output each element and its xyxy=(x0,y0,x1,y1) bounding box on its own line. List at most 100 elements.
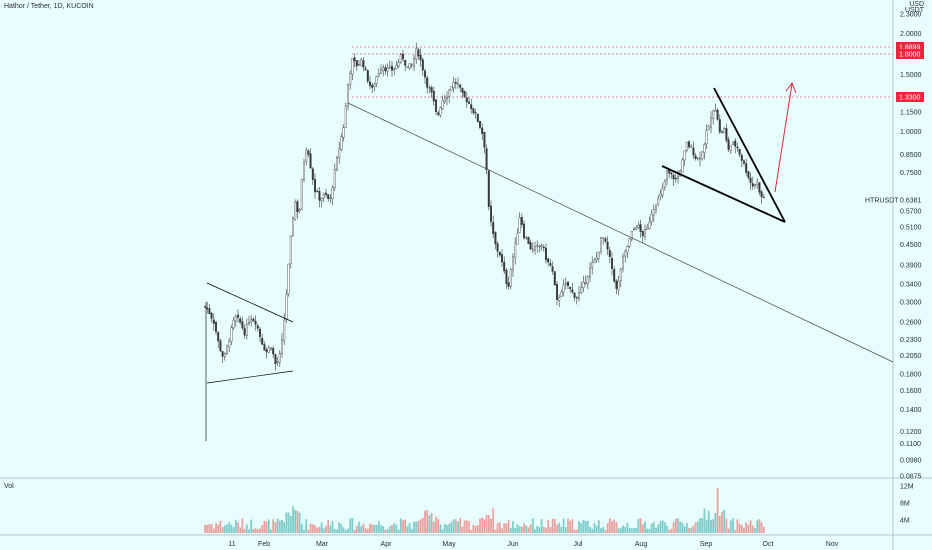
candle-body xyxy=(265,349,268,352)
volume-bar xyxy=(388,526,391,533)
candle-body xyxy=(417,49,420,57)
candle-body xyxy=(540,245,543,248)
volume-bar xyxy=(553,518,556,533)
candle-body xyxy=(446,96,449,99)
volume-bar xyxy=(699,518,701,533)
candle-body xyxy=(353,57,356,61)
y-tick-label: 2.0000 xyxy=(900,31,922,38)
candle-body xyxy=(254,320,257,325)
candle-body xyxy=(468,101,471,104)
price-level-value: 1.3300 xyxy=(899,95,921,102)
volume-bar xyxy=(734,529,737,533)
volume-bar xyxy=(285,512,288,533)
volume-bar xyxy=(256,529,259,533)
volume-bar xyxy=(360,526,363,533)
volume-bar xyxy=(716,488,719,533)
volume-bar xyxy=(707,510,710,533)
candle-body xyxy=(626,246,629,253)
volume-bar xyxy=(756,520,759,533)
volume-bar xyxy=(584,520,587,533)
x-tick-label: Nov xyxy=(826,541,839,548)
candle-body xyxy=(619,269,622,281)
candle-body xyxy=(591,262,594,268)
x-tick-label: Mar xyxy=(316,541,329,548)
candle-body xyxy=(531,248,534,251)
volume-bar xyxy=(441,529,444,533)
volume-bar xyxy=(439,524,442,533)
candle-body xyxy=(586,276,589,284)
candle-body xyxy=(461,87,464,93)
volume-bar xyxy=(481,517,484,533)
volume-bar xyxy=(630,528,633,533)
volume-bar xyxy=(300,524,303,533)
volume-bar xyxy=(628,527,631,533)
y-tick-label: 0.3400 xyxy=(900,282,922,289)
candle-body xyxy=(615,280,618,289)
volume-bar xyxy=(701,518,704,533)
volume-bar xyxy=(281,520,283,533)
candle-body xyxy=(703,144,706,153)
volume-bar xyxy=(380,525,382,533)
candle-body xyxy=(450,86,453,91)
volume-bar xyxy=(384,529,387,533)
volume-bar xyxy=(639,518,642,533)
volume-bar xyxy=(254,528,257,533)
candle-body xyxy=(483,132,486,148)
volume-bar xyxy=(421,517,424,533)
volume-bar xyxy=(672,522,675,533)
candle-body xyxy=(225,345,228,354)
volume-bar xyxy=(650,523,653,533)
volume-bar xyxy=(428,515,431,533)
volume-bar xyxy=(509,527,512,533)
volume-bar xyxy=(307,529,310,533)
candle-body xyxy=(285,294,288,320)
candle-body xyxy=(397,62,400,67)
candle-body xyxy=(384,67,387,72)
candle-body xyxy=(514,242,517,258)
volume-bar xyxy=(617,528,620,533)
candle-body xyxy=(542,246,545,249)
volume-bar xyxy=(303,529,305,533)
candle-body xyxy=(740,154,743,161)
volume-bar xyxy=(294,510,297,533)
volume-bar xyxy=(298,512,301,533)
volume-bar xyxy=(736,519,739,533)
volume-bar xyxy=(452,519,455,533)
volume-bar xyxy=(514,527,517,533)
volume-bar xyxy=(723,509,726,533)
candle-body xyxy=(303,162,306,180)
candle-body xyxy=(252,318,255,322)
candle-body xyxy=(399,54,402,63)
candle-body xyxy=(373,84,376,87)
volume-bar xyxy=(417,520,420,533)
candle-body xyxy=(281,339,284,354)
candle-body xyxy=(553,271,556,286)
volume-bar xyxy=(677,518,679,533)
candle-body xyxy=(736,146,739,149)
candle-body xyxy=(699,157,702,160)
volume-bar xyxy=(487,515,490,533)
volume-bar xyxy=(696,521,699,533)
candle-body xyxy=(349,73,352,85)
candle-body xyxy=(371,84,374,88)
volume-bar xyxy=(611,520,613,533)
candle-body xyxy=(523,223,526,239)
volume-bar xyxy=(373,524,376,533)
volume-bar xyxy=(549,526,552,533)
candle-body xyxy=(496,243,499,252)
candle-body xyxy=(259,328,262,337)
candle-body xyxy=(644,229,647,237)
volume-bar xyxy=(496,523,499,533)
candle-body xyxy=(729,145,732,152)
volume-bar xyxy=(366,528,369,533)
volume-bar xyxy=(529,524,532,533)
volume-bar xyxy=(450,522,453,533)
volume-bar xyxy=(721,511,723,533)
volume-bar xyxy=(474,525,477,533)
volume-bar xyxy=(703,508,706,533)
volume-bar xyxy=(712,519,715,533)
volume-bar xyxy=(327,520,330,533)
y-tick-label: 0.3000 xyxy=(900,299,922,306)
volume-bar xyxy=(661,520,664,533)
